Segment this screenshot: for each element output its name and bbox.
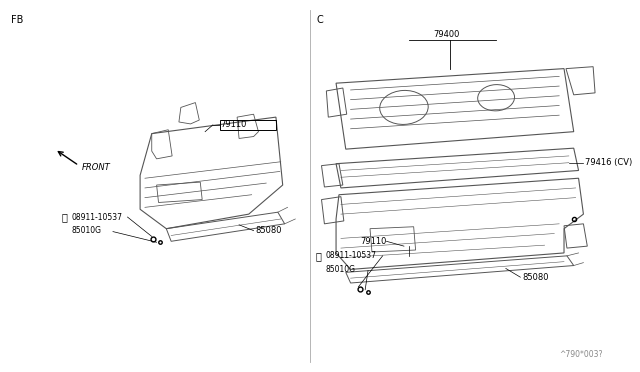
Text: 79416 (CV): 79416 (CV) — [586, 158, 632, 167]
Text: FB: FB — [11, 15, 24, 25]
Text: 85080: 85080 — [255, 226, 282, 235]
Text: 85010G: 85010G — [325, 265, 355, 274]
Text: Ⓝ: Ⓝ — [316, 251, 321, 261]
Text: FRONT: FRONT — [82, 163, 111, 172]
Text: Ⓝ: Ⓝ — [61, 212, 67, 222]
Text: 79110: 79110 — [360, 237, 387, 246]
Text: 08911-10537: 08911-10537 — [325, 251, 376, 260]
Text: C: C — [317, 15, 323, 25]
Text: 85080: 85080 — [522, 273, 549, 282]
Text: 08911-10537: 08911-10537 — [71, 212, 122, 222]
Text: 79110: 79110 — [221, 121, 247, 129]
Text: 79400: 79400 — [433, 30, 460, 39]
Text: ^790*003?: ^790*003? — [559, 350, 603, 359]
Text: 85010G: 85010G — [71, 226, 101, 235]
